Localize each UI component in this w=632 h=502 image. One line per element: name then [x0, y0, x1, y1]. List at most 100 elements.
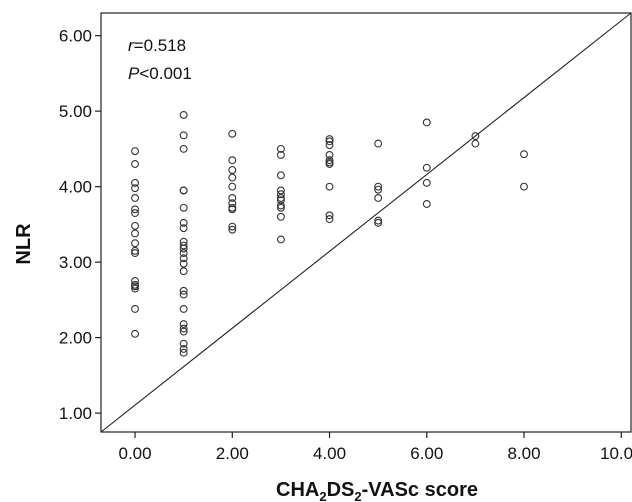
data-points — [131, 110, 528, 357]
x-tick-label: 8.00 — [507, 444, 540, 463]
scatter-point — [471, 139, 480, 148]
y-tick-label: 5.00 — [59, 102, 92, 121]
scatter-point — [374, 194, 383, 202]
scatter-point — [228, 222, 237, 231]
scatter-point — [131, 160, 139, 168]
plot-frame — [100, 12, 632, 433]
scatter-point — [179, 254, 188, 263]
scatter-point — [276, 194, 285, 202]
scatter-point — [131, 209, 139, 218]
scatter-point — [179, 218, 188, 227]
x-tick-label: 0.00 — [118, 444, 151, 463]
y-tick-label: 2.00 — [59, 329, 92, 348]
y-tick-label: 3.00 — [59, 253, 92, 272]
scatter-point — [325, 156, 334, 165]
scatter-point — [131, 147, 139, 156]
scatter-point — [374, 139, 383, 148]
scatter-point — [374, 182, 383, 191]
scatter-point — [179, 290, 188, 299]
scatter-point — [179, 348, 188, 357]
scatter-point — [325, 150, 334, 159]
scatter-point — [276, 190, 285, 199]
scatter-point — [374, 216, 383, 225]
scatter-point — [131, 277, 139, 285]
scatter-point — [276, 150, 285, 159]
scatter-point — [422, 163, 431, 172]
scatter-point — [179, 249, 188, 258]
reference-diagonal-line — [100, 12, 632, 433]
scatter-point — [228, 166, 237, 174]
scatter-point — [276, 201, 285, 210]
scatter-point — [179, 144, 188, 153]
scatter-point — [276, 235, 285, 244]
y-tick-label: 1.00 — [59, 404, 92, 423]
scatter-point — [228, 194, 237, 202]
x-tick-label: 10.00 — [600, 444, 632, 463]
scatter-point — [179, 203, 188, 212]
x-tick-label: 6.00 — [410, 444, 443, 463]
scatter-point — [131, 239, 139, 248]
scatter-point — [228, 182, 237, 191]
scatter-point — [228, 225, 237, 234]
x-axis: 0.00 2.00 4.00 6.00 8.00 10.00 — [118, 432, 632, 463]
scatter-point — [276, 171, 285, 180]
scatter-point — [325, 211, 334, 220]
scatter-point — [325, 137, 334, 146]
scatter-point — [179, 244, 188, 253]
scatter-point — [131, 249, 139, 258]
scatter-point — [131, 221, 139, 230]
scatter-point — [179, 241, 188, 250]
x-axis-title: CHA2DS2-VASc score — [276, 479, 478, 502]
y-tick-label: 6.00 — [59, 27, 92, 46]
scatter-point — [276, 186, 285, 195]
scatter-point — [228, 205, 237, 214]
x-tick-label: 2.00 — [216, 444, 249, 463]
scatter-point — [520, 182, 528, 191]
scatter-point — [131, 178, 139, 187]
y-tick-label: 4.00 — [59, 178, 92, 197]
scatter-point — [520, 150, 528, 159]
scatter-point — [374, 218, 383, 227]
scatter-point — [179, 186, 188, 195]
scatter-point — [179, 110, 188, 119]
y-axis: 1.00 2.00 3.00 4.00 5.00 6.00 — [59, 27, 101, 423]
x-tick-label: 4.00 — [313, 444, 346, 463]
scatter-point — [422, 178, 431, 187]
scatter-point — [179, 320, 188, 328]
scatter-point — [471, 132, 480, 141]
p-value-annotation: P<0.001 — [128, 64, 192, 83]
scatter-point — [131, 194, 139, 202]
scatter-point — [228, 156, 237, 165]
scatter-point — [131, 184, 139, 193]
scatter-point — [179, 286, 188, 295]
scatter-point — [374, 185, 383, 194]
correlation-annotation: r=0.518 — [128, 36, 186, 55]
scatter-point — [131, 304, 139, 313]
scatter-point — [179, 324, 188, 333]
scatter-point — [228, 199, 237, 208]
scatter-point — [179, 131, 188, 140]
scatter-point — [325, 215, 334, 224]
scatter-point — [131, 229, 139, 238]
scatter-point — [325, 160, 334, 168]
scatter-point — [179, 327, 188, 336]
scatter-point — [422, 200, 431, 208]
scatter-point — [179, 345, 188, 353]
scatter-point — [276, 212, 285, 221]
scatter-point — [276, 196, 285, 205]
scatter-point — [131, 329, 139, 338]
scatter-point — [131, 282, 139, 291]
scatter-point — [325, 135, 334, 144]
scatter-point — [179, 224, 188, 233]
scatter-point — [179, 339, 188, 348]
y-axis-title: NLR — [13, 223, 35, 265]
scatter-point — [276, 203, 285, 212]
scatter-point — [325, 182, 334, 191]
scatter-point — [131, 205, 139, 214]
scatter-point — [131, 284, 139, 293]
scatter-point — [325, 141, 334, 150]
scatter-point — [179, 259, 188, 268]
scatter-point — [179, 267, 188, 276]
scatter-point — [422, 118, 431, 127]
